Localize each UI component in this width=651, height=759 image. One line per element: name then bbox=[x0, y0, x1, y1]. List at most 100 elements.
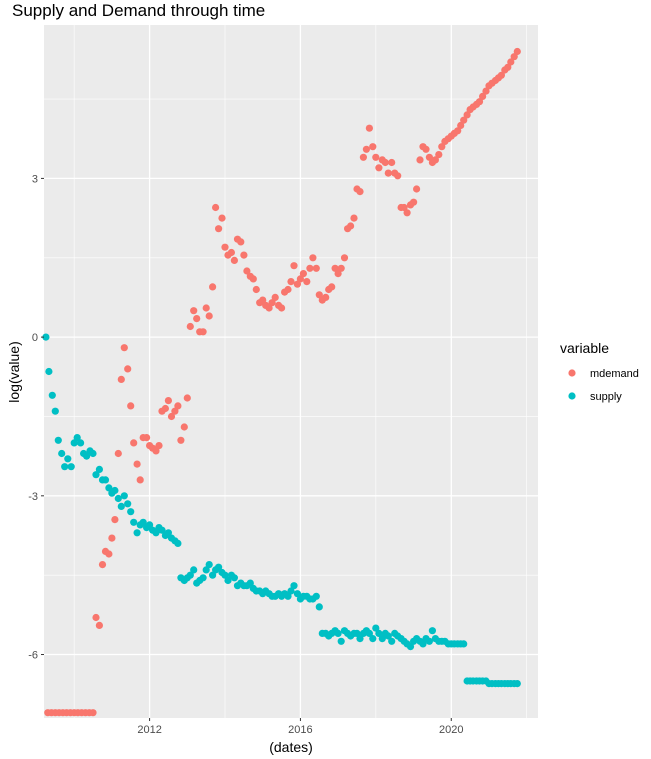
y-tick-label: 0 bbox=[32, 332, 38, 344]
point-supply bbox=[101, 476, 110, 484]
point-supply bbox=[312, 592, 320, 600]
point-mdemand bbox=[422, 145, 430, 153]
point-mdemand bbox=[124, 365, 132, 373]
point-supply bbox=[378, 635, 386, 643]
point-supply bbox=[365, 629, 373, 638]
y-axis-title: log(value) bbox=[6, 341, 22, 402]
point-supply bbox=[130, 518, 138, 526]
x-tick-label: 2012 bbox=[137, 724, 161, 736]
point-mdemand bbox=[372, 153, 380, 161]
point-mdemand bbox=[410, 198, 418, 206]
point-mdemand bbox=[190, 307, 198, 315]
point-supply bbox=[353, 629, 361, 638]
point-supply bbox=[199, 574, 207, 582]
point-supply bbox=[215, 563, 223, 571]
point-mdemand bbox=[209, 283, 217, 291]
point-mdemand bbox=[98, 561, 107, 569]
point-mdemand bbox=[161, 404, 169, 413]
point-mdemand bbox=[507, 58, 515, 66]
point-supply bbox=[117, 502, 125, 510]
point-supply bbox=[315, 603, 323, 611]
point-mdemand bbox=[215, 225, 223, 233]
legend-label-mdemand: mdemand bbox=[590, 368, 639, 380]
point-mdemand bbox=[334, 270, 342, 278]
point-mdemand bbox=[416, 156, 424, 164]
point-mdemand bbox=[130, 439, 138, 447]
point-mdemand bbox=[278, 304, 286, 312]
point-mdemand bbox=[510, 53, 518, 61]
point-supply bbox=[95, 465, 103, 473]
point-mdemand bbox=[230, 256, 238, 264]
point-supply bbox=[513, 680, 521, 688]
point-supply bbox=[67, 463, 75, 471]
point-supply bbox=[64, 455, 72, 463]
point-mdemand bbox=[303, 278, 311, 286]
point-mdemand bbox=[167, 412, 176, 421]
point-mdemand bbox=[164, 397, 172, 405]
point-mdemand bbox=[425, 153, 433, 161]
point-mdemand bbox=[438, 143, 446, 151]
point-mdemand bbox=[133, 460, 141, 468]
point-mdemand bbox=[381, 158, 389, 167]
point-supply bbox=[190, 566, 198, 574]
legend-swatch-mdemand bbox=[568, 369, 576, 377]
point-supply bbox=[124, 500, 132, 508]
point-mdemand bbox=[460, 116, 468, 124]
point-mdemand bbox=[475, 98, 484, 106]
point-mdemand bbox=[284, 285, 292, 294]
point-supply bbox=[114, 494, 122, 503]
point-supply bbox=[111, 486, 119, 495]
point-supply bbox=[77, 439, 85, 447]
point-supply bbox=[356, 635, 364, 643]
point-mdemand bbox=[108, 534, 116, 542]
point-mdemand bbox=[394, 172, 402, 180]
point-mdemand bbox=[218, 214, 226, 222]
point-mdemand bbox=[205, 312, 213, 320]
point-mdemand bbox=[171, 407, 179, 415]
point-supply bbox=[127, 508, 135, 516]
point-mdemand bbox=[513, 47, 521, 56]
point-supply bbox=[230, 574, 238, 582]
point-mdemand bbox=[114, 449, 122, 458]
point-mdemand bbox=[299, 270, 307, 278]
point-supply bbox=[120, 492, 128, 500]
point-mdemand bbox=[105, 550, 113, 558]
point-supply bbox=[48, 391, 56, 399]
point-supply bbox=[406, 643, 415, 651]
point-mdemand bbox=[413, 185, 421, 193]
point-mdemand bbox=[177, 436, 185, 444]
point-supply bbox=[419, 640, 427, 648]
plot-panel bbox=[44, 25, 538, 718]
point-mdemand bbox=[136, 476, 144, 484]
point-supply bbox=[221, 571, 229, 579]
point-supply bbox=[287, 587, 295, 595]
point-mdemand bbox=[259, 296, 267, 304]
point-mdemand bbox=[504, 63, 512, 71]
point-mdemand bbox=[400, 203, 408, 212]
point-mdemand bbox=[265, 304, 273, 312]
point-supply bbox=[54, 436, 62, 444]
point-mdemand bbox=[117, 375, 125, 383]
point-mdemand bbox=[186, 322, 194, 331]
point-mdemand bbox=[293, 280, 301, 288]
point-supply bbox=[375, 629, 383, 638]
point-mdemand bbox=[431, 156, 439, 164]
point-supply bbox=[224, 576, 232, 585]
point-mdemand bbox=[212, 203, 220, 212]
point-supply bbox=[61, 463, 69, 471]
point-mdemand bbox=[174, 402, 182, 410]
point-supply bbox=[186, 571, 194, 579]
point-supply bbox=[202, 566, 210, 574]
point-mdemand bbox=[202, 304, 210, 312]
point-mdemand bbox=[155, 442, 163, 450]
point-mdemand bbox=[331, 264, 339, 272]
point-mdemand bbox=[111, 516, 119, 524]
point-mdemand bbox=[193, 315, 201, 323]
point-mdemand bbox=[328, 283, 336, 291]
point-mdemand bbox=[89, 709, 97, 717]
point-mdemand bbox=[350, 214, 358, 222]
point-mdemand bbox=[403, 209, 411, 217]
point-mdemand bbox=[221, 243, 229, 251]
chart-title: Supply and Demand through time bbox=[12, 1, 265, 20]
